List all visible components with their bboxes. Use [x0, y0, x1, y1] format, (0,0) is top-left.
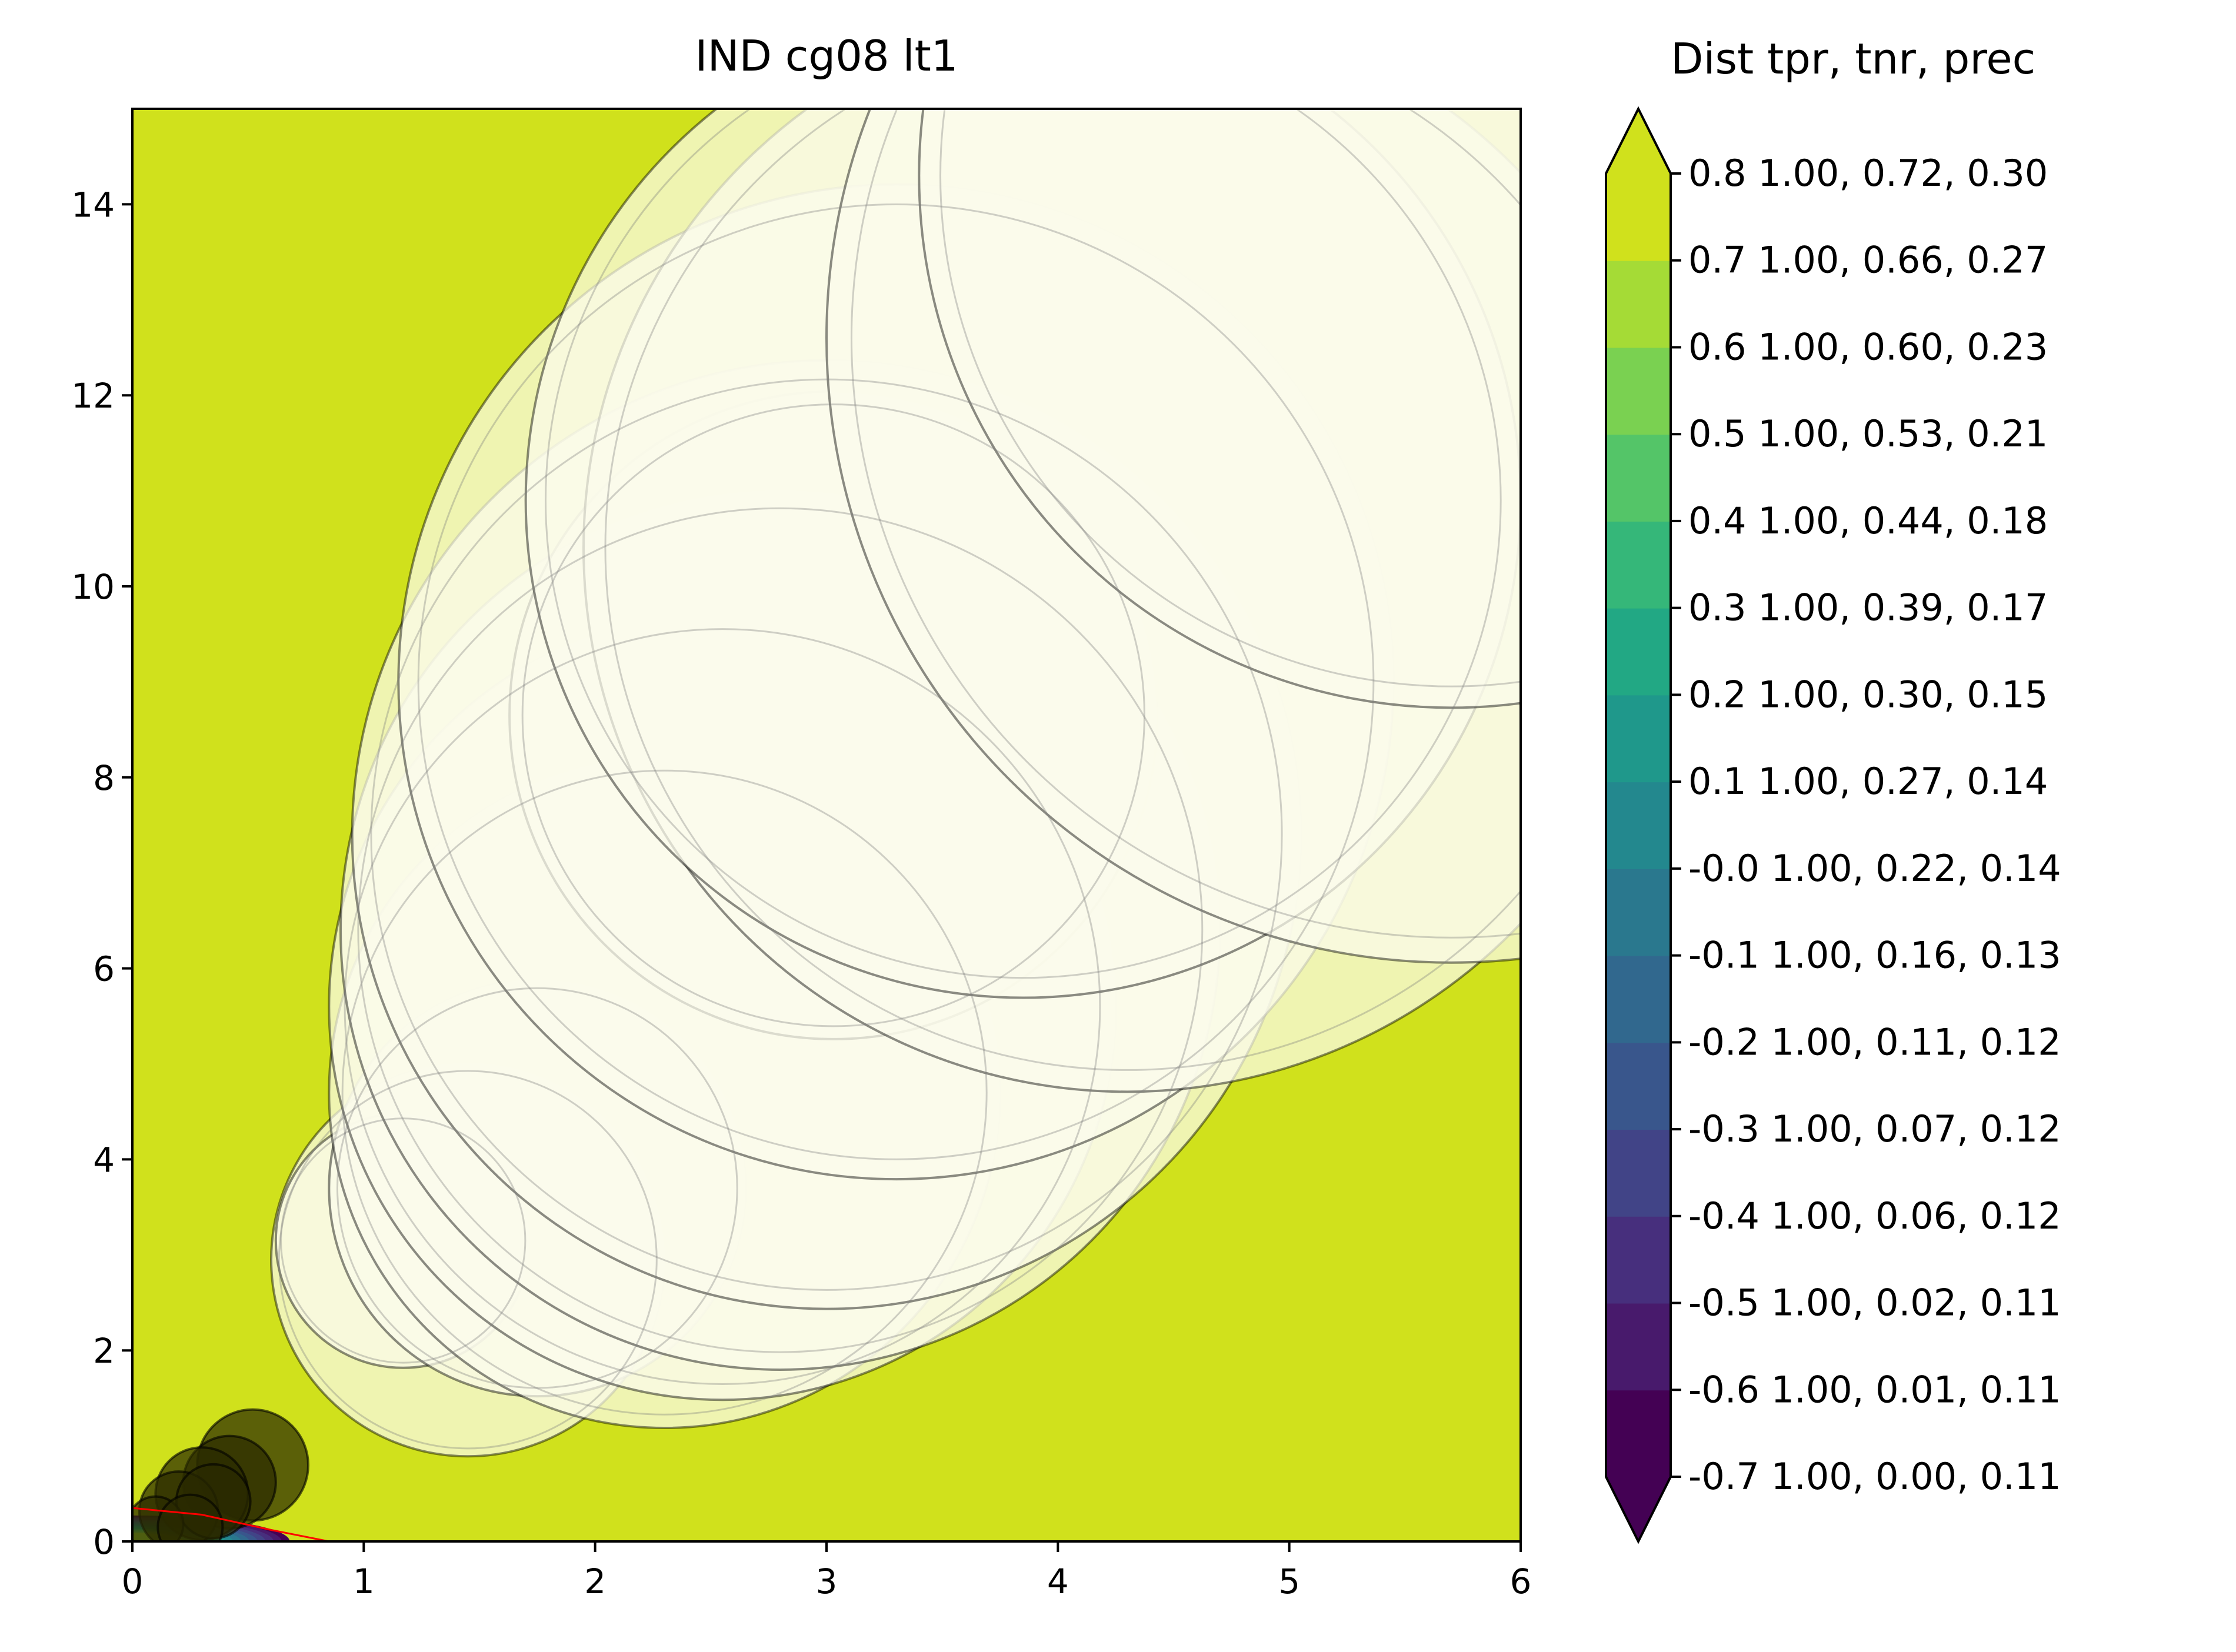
bubble-white-ring — [851, 109, 1521, 939]
colorbar-extend-min — [1606, 1477, 1671, 1541]
y-axis: 0 2 4 6 8 10 12 14 — [71, 185, 132, 1562]
bubble-white-ring — [280, 1117, 526, 1364]
x-tick-label: 2 — [584, 1561, 606, 1601]
y-tick-label: 12 — [71, 376, 115, 416]
colorbar-band — [1606, 1042, 1671, 1130]
bubble-white-ring — [341, 769, 988, 1416]
colorbar-header: Dist tpr, tnr, prec — [1671, 34, 2035, 84]
colorbar-band — [1606, 955, 1671, 1043]
red-boundary-line — [132, 1507, 329, 1541]
colorbar-label: -0.4 1.00, 0.06, 0.12 — [1688, 1194, 2061, 1237]
x-axis: 0 1 2 3 4 5 6 — [122, 1541, 1532, 1601]
bubble-white-ring — [278, 1070, 658, 1450]
colorbar-band — [1606, 434, 1671, 522]
colorbar-band — [1606, 520, 1671, 609]
y-tick-label: 8 — [93, 758, 115, 798]
chart-title: IND cg08 lt1 — [695, 31, 958, 81]
colorbar-label: 0.4 1.00, 0.44, 0.18 — [1688, 499, 2048, 542]
y-tick-label: 2 — [93, 1331, 115, 1371]
bubble-white-ring — [939, 109, 1521, 688]
colorbar-label: -0.2 1.00, 0.11, 0.12 — [1688, 1020, 2061, 1063]
bubble-white-ring — [336, 987, 738, 1389]
x-tick-label: 5 — [1278, 1561, 1300, 1601]
colorbar-band — [1606, 1216, 1671, 1304]
colorbar-band — [1606, 1129, 1671, 1217]
y-tick-label: 14 — [71, 185, 115, 225]
colorbar-label: -0.6 1.00, 0.01, 0.11 — [1688, 1368, 2061, 1411]
bubble-white-ring — [357, 507, 1204, 1353]
colorbar-label: 0.3 1.00, 0.39, 0.17 — [1688, 586, 2048, 629]
bubble-dark — [156, 1493, 224, 1541]
colorbar: Dist tpr, tnr, prec -0.7 1.00, 0.00, 0.1… — [1605, 34, 2061, 1544]
bubble-white-ring — [344, 628, 1101, 1385]
colorbar-band — [1606, 347, 1671, 435]
bubble-white-ring — [417, 203, 1375, 1160]
colorbar-label: -0.7 1.00, 0.00, 0.11 — [1688, 1455, 2061, 1498]
colorbar-band — [1606, 1303, 1671, 1391]
colorbar-label: 0.1 1.00, 0.27, 0.14 — [1688, 760, 2048, 803]
colorbar-band — [1606, 608, 1671, 696]
bubble-white — [918, 109, 1521, 709]
colorbar-extend-max — [1606, 109, 1671, 173]
colorbar-band — [1606, 173, 1671, 261]
colorbar-label: 0.2 1.00, 0.30, 0.15 — [1688, 673, 2048, 716]
x-tick-label: 0 — [122, 1561, 144, 1601]
x-tick-label: 6 — [1510, 1561, 1532, 1601]
colorbar-band — [1606, 868, 1671, 956]
y-tick-label: 0 — [93, 1522, 115, 1562]
colorbar-label: -0.1 1.00, 0.16, 0.13 — [1688, 934, 2061, 977]
dark-bubble-series — [132, 1408, 309, 1541]
colorbar-band — [1606, 1390, 1671, 1477]
y-tick-label: 10 — [71, 567, 115, 607]
colorbar-label: -0.3 1.00, 0.07, 0.12 — [1688, 1107, 2061, 1150]
colorbar-label: -0.0 1.00, 0.22, 0.14 — [1688, 847, 2061, 890]
colorbar-labels: -0.7 1.00, 0.00, 0.11 -0.6 1.00, 0.01, 0.… — [1671, 152, 2061, 1498]
colorbar-band — [1606, 782, 1671, 869]
colorbar-label: 0.6 1.00, 0.60, 0.23 — [1688, 325, 2048, 368]
x-tick-label: 4 — [1047, 1561, 1069, 1601]
bubble-white-ring — [545, 109, 1502, 979]
bubble-white-ring — [370, 378, 1283, 1291]
white-bubble-series — [269, 109, 1521, 1458]
plot-area — [131, 108, 1522, 1543]
colorbar-label: -0.5 1.00, 0.02, 0.11 — [1688, 1281, 2061, 1324]
x-tick-label: 1 — [353, 1561, 375, 1601]
y-tick-label: 6 — [93, 949, 115, 989]
colorbar-label: 0.7 1.00, 0.66, 0.27 — [1688, 239, 2048, 282]
colorbar-bands — [1605, 106, 1672, 1544]
colorbar-band — [1606, 260, 1671, 348]
colorbar-label: 0.8 1.00, 0.72, 0.30 — [1688, 152, 2048, 195]
x-tick-label: 3 — [816, 1561, 838, 1601]
bubble-white-ring — [604, 109, 1521, 1071]
bubble-white-ring — [521, 403, 1145, 1027]
colorbar-label: 0.5 1.00, 0.53, 0.21 — [1688, 412, 2048, 455]
y-tick-label: 4 — [93, 1140, 115, 1180]
colorbar-band — [1606, 695, 1671, 783]
